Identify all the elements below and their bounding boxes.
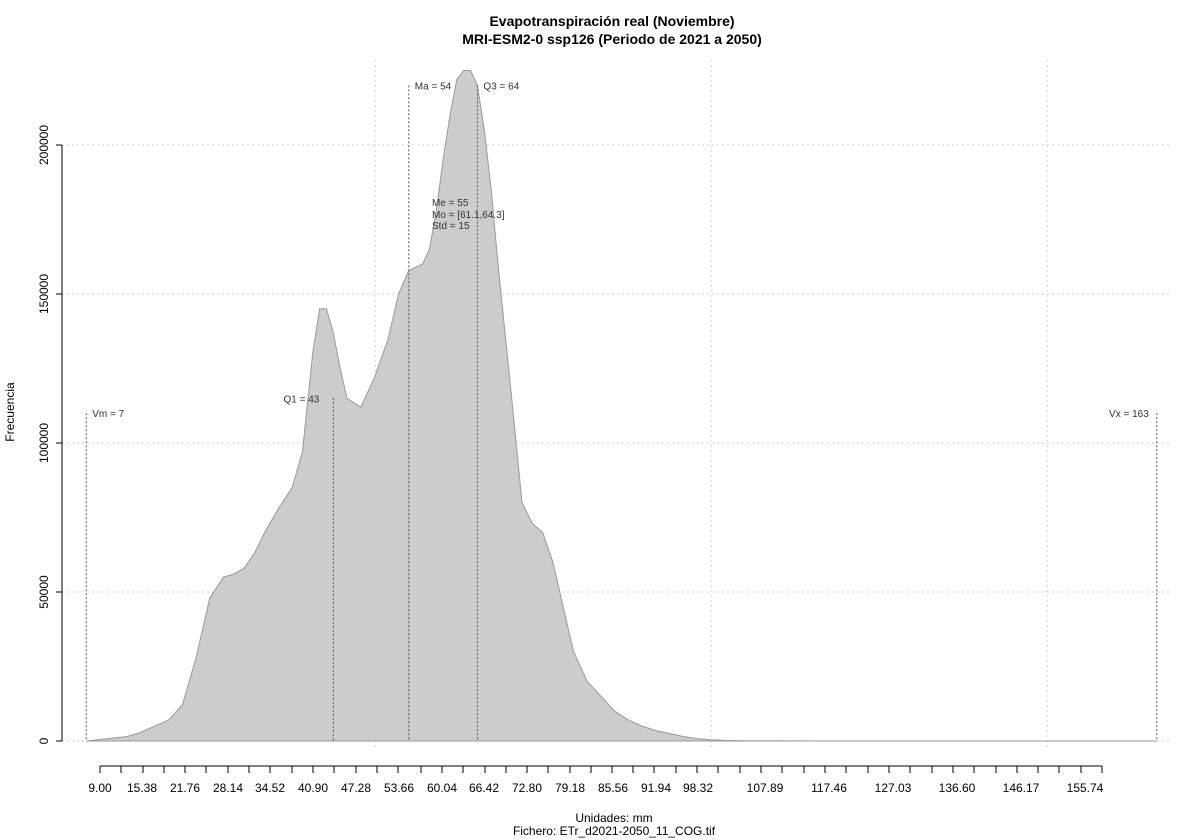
x-tick-label: 60.04 bbox=[427, 781, 457, 795]
x-tick-label: 53.66 bbox=[384, 781, 414, 795]
stat-line-label: Vx = 163 bbox=[1109, 409, 1149, 420]
stat-line-label: Q3 = 64 bbox=[483, 81, 519, 92]
x-tick-label: 34.52 bbox=[255, 781, 285, 795]
x-tick-label: 15.38 bbox=[127, 781, 157, 795]
y-tick-label: 100000 bbox=[37, 423, 51, 463]
area-layer bbox=[86, 70, 1157, 742]
x-tick-label: 127.03 bbox=[875, 781, 912, 795]
x-tick-label: 85.56 bbox=[598, 781, 628, 795]
x-tick-label: 136.60 bbox=[939, 781, 976, 795]
y-tick-label: 200000 bbox=[37, 125, 51, 165]
x-tick-label: 66.42 bbox=[469, 781, 499, 795]
x-tick-label: 9.00 bbox=[88, 781, 112, 795]
y-axis-label: Frecuencia bbox=[3, 382, 17, 442]
x-tick-label: 107.89 bbox=[747, 781, 784, 795]
chart-subtitle: MRI-ESM2-0 ssp126 (Periodo de 2021 a 205… bbox=[462, 31, 762, 47]
y-tick-label: 0 bbox=[37, 737, 51, 744]
x-tick-label: 47.28 bbox=[341, 781, 371, 795]
x-tick-label: 72.80 bbox=[512, 781, 542, 795]
axes-layer: 0 50000 100000 150000 200000 9.00 15.38 21.76 28… bbox=[37, 125, 1104, 795]
y-tick-label: 150000 bbox=[37, 274, 51, 314]
x-tick-label: 21.76 bbox=[170, 781, 200, 795]
chart-title: Evapotranspiración real (Noviembre) bbox=[489, 13, 734, 29]
stat-lines-layer: Vm = 7 Q1 = 43 Ma = 54 Q3 = 64 Vx = 163 bbox=[85, 81, 1158, 741]
stat-line-label: Ma = 54 bbox=[415, 81, 452, 92]
x-tick-label: 28.14 bbox=[213, 781, 243, 795]
stat-line-label: Vm = 7 bbox=[92, 409, 124, 420]
file-name-footer: Fichero: ETr_d2021-2050_11_COG.tif bbox=[513, 824, 716, 838]
stats-annotation: Me = 55 Mo = [61.1,64.3] Std = 15 bbox=[432, 198, 505, 232]
x-tick-label: 79.18 bbox=[555, 781, 585, 795]
x-tick-label: 117.46 bbox=[811, 781, 847, 795]
x-axis-label: Unidades: mm bbox=[575, 811, 652, 825]
stat-mode-label: Mo = [61.1,64.3] bbox=[432, 210, 505, 221]
y-tick-label: 50000 bbox=[37, 575, 51, 609]
density-area bbox=[86, 70, 1157, 742]
stat-std-label: Std = 15 bbox=[432, 221, 470, 232]
x-tick-label: 146.17 bbox=[1003, 781, 1040, 795]
x-tick-label: 40.90 bbox=[298, 781, 328, 795]
x-tick-label: 91.94 bbox=[641, 781, 671, 795]
x-tick-label: 155.74 bbox=[1067, 781, 1104, 795]
stat-median-label: Me = 55 bbox=[432, 198, 469, 209]
stat-line-label: Q1 = 43 bbox=[283, 394, 319, 405]
x-tick-label: 98.32 bbox=[683, 781, 713, 795]
